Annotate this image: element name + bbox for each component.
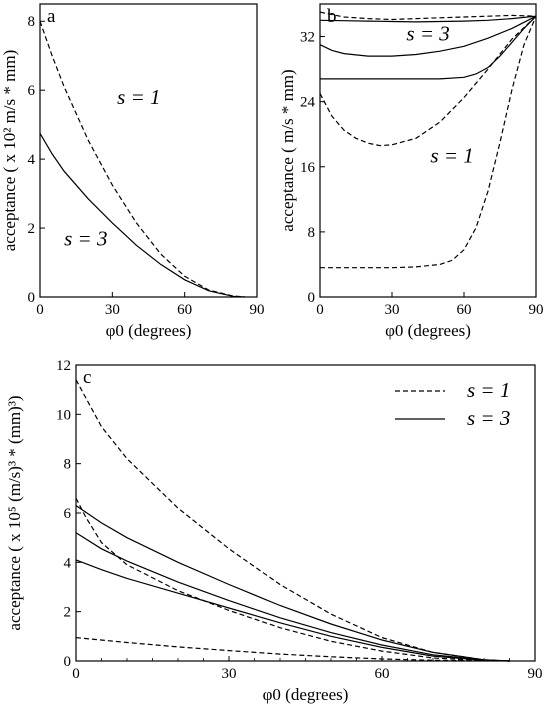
panel-letter: c [83, 367, 91, 388]
series-line-solid-5 [75, 559, 510, 662]
x-tick-label: 30 [105, 302, 120, 318]
series-line-solid-4 [75, 532, 510, 662]
y-tick-label: 24 [300, 95, 316, 111]
series-line-dashed-1 [75, 497, 510, 662]
x-tick-label: 30 [222, 666, 237, 682]
series-annotation: s = 1 [430, 144, 473, 168]
y-tick-label: 8 [28, 14, 36, 30]
y-tick-label: 6 [64, 506, 72, 522]
x-tick-label: 0 [36, 302, 44, 318]
y-tick-label: 12 [56, 358, 71, 374]
series-annotation: s = 1 [117, 85, 160, 109]
x-tick-label: 0 [316, 302, 324, 318]
series-line-solid-1 [319, 15, 537, 23]
x-tick-label: 60 [457, 302, 472, 318]
y-tick-label: 0 [28, 290, 36, 306]
legend-label: s = 1 [467, 378, 510, 402]
y-tick-label: 16 [300, 160, 316, 176]
y-axis-label: acceptance ( m/s * mm) [278, 69, 297, 231]
y-tick-label: 10 [56, 407, 71, 423]
x-axis-label: φ0 (degrees) [106, 321, 192, 340]
x-tick-label: 0 [72, 666, 80, 682]
series-line-solid-2 [319, 15, 537, 57]
y-tick-label: 8 [308, 225, 316, 241]
y-tick-label: 4 [64, 555, 72, 571]
y-axis-label: acceptance ( x 10² m/s * mm) [0, 50, 19, 251]
series-line-solid-1 [39, 132, 245, 298]
y-tick-label: 2 [28, 221, 36, 237]
x-tick-label: 90 [529, 302, 544, 318]
series-line-dashed-5 [320, 15, 537, 269]
y-tick-label: 6 [28, 83, 36, 99]
x-axis-label: φ0 (degrees) [263, 685, 349, 704]
series-annotation: s = 3 [406, 22, 449, 46]
panel-c: c 0 30 60 90 0 2 4 6 8 10 12 φ0 (degrees) acceptance … [5, 358, 543, 704]
series-line-dashed-4 [319, 15, 537, 147]
series-line-dashed-0 [319, 11, 537, 21]
series-line-dashed-0 [39, 21, 245, 298]
x-tick-label: 60 [177, 302, 192, 318]
panel-letter: b [327, 6, 337, 27]
series-line-dashed-0 [75, 379, 510, 662]
x-tick-label: 90 [250, 302, 265, 318]
x-tick-label: 60 [375, 666, 390, 682]
x-axis-label: φ0 (degrees) [385, 321, 471, 340]
panel-letter: a [47, 6, 56, 27]
y-tick-label: 8 [64, 457, 72, 473]
y-axis-label: acceptance ( x 10⁵ (m/s)³ * (mm)³) [5, 395, 24, 630]
plot-frame [319, 3, 537, 298]
series-line-solid-3 [75, 505, 510, 662]
x-tick-label: 90 [528, 666, 543, 682]
plot-frame [39, 3, 258, 298]
y-tick-label: 0 [308, 290, 316, 306]
series-line-dashed-2 [75, 637, 510, 662]
panel-b: b 0 30 60 90 0 8 16 24 32 φ0 (degrees) acceptance (… [278, 3, 544, 340]
series-annotation: s = 3 [64, 226, 107, 250]
x-tick-label: 30 [385, 302, 400, 318]
y-tick-label: 32 [300, 30, 315, 46]
y-tick-label: 4 [28, 152, 36, 168]
y-tick-label: 2 [64, 605, 72, 621]
panel-a: a 0 30 60 90 0 2 4 6 8 φ0 (degrees) acceptance ( x … [0, 3, 265, 340]
legend-label: s = 3 [467, 406, 510, 430]
series-line-solid-3 [320, 15, 537, 80]
y-tick-label: 0 [64, 654, 72, 670]
